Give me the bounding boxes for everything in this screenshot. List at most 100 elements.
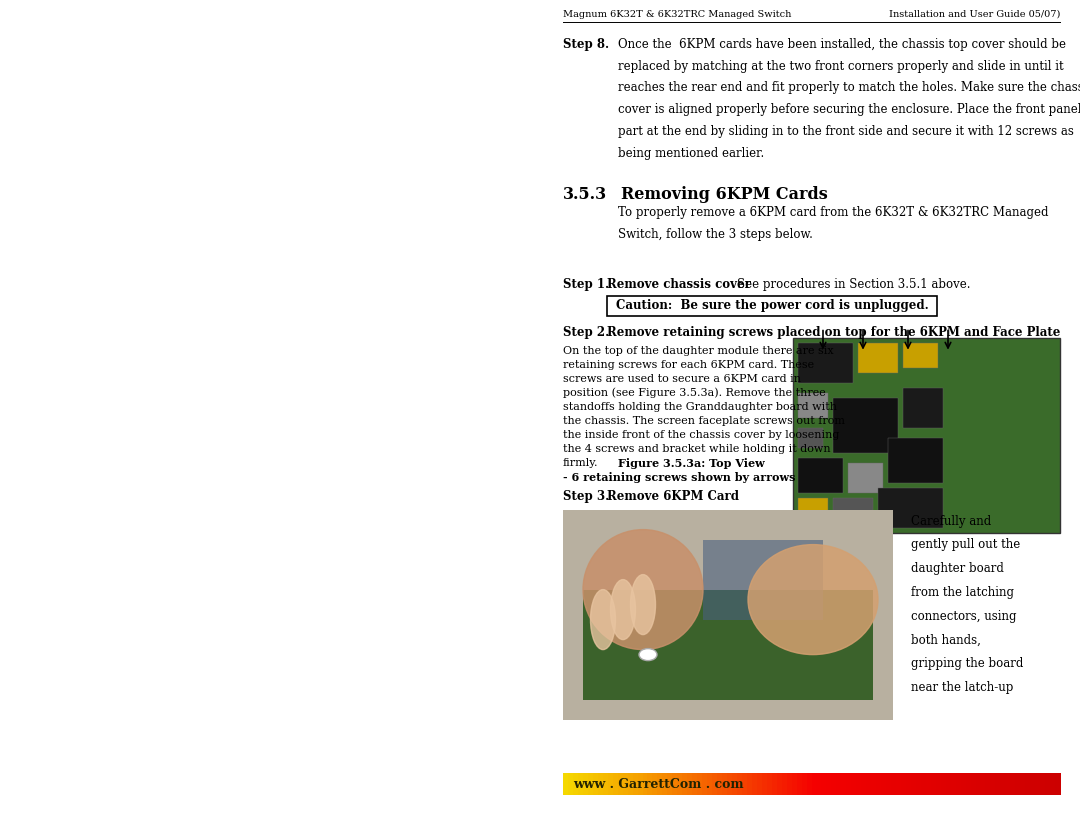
Bar — [1045, 773, 1051, 795]
Text: daughter board: daughter board — [912, 562, 1004, 575]
Bar — [935, 773, 942, 795]
Bar — [612, 773, 619, 795]
Bar — [1015, 773, 1022, 795]
Text: screws are used to secure a 6KPM card in: screws are used to secure a 6KPM card in — [563, 374, 801, 384]
Bar — [573, 773, 579, 795]
Bar — [861, 773, 867, 795]
Text: Step 8.: Step 8. — [563, 38, 609, 51]
Bar — [848, 463, 883, 493]
Text: near the latch-up: near the latch-up — [912, 681, 1013, 694]
Bar — [598, 773, 604, 795]
Bar — [687, 773, 693, 795]
Bar — [896, 773, 902, 795]
Text: Step 3.: Step 3. — [563, 490, 609, 503]
Text: Remove retaining screws placed on top for the 6KPM and Face Plate: Remove retaining screws placed on top fo… — [607, 325, 1061, 339]
Text: Figure 3.5.3a: Top View: Figure 3.5.3a: Top View — [618, 458, 765, 469]
Bar — [757, 773, 762, 795]
Bar — [563, 510, 893, 720]
Bar — [881, 773, 887, 795]
Bar — [910, 773, 917, 795]
Ellipse shape — [748, 545, 878, 655]
Text: Caution:  Be sure the power cord is unplugged.: Caution: Be sure the power cord is unplu… — [616, 299, 929, 312]
Ellipse shape — [591, 590, 616, 650]
Bar — [608, 773, 613, 795]
Bar — [888, 438, 943, 483]
Bar — [833, 398, 897, 453]
Bar — [1030, 773, 1036, 795]
Text: replaced by matching at the two front corners properly and slide in until it: replaced by matching at the two front co… — [618, 60, 1064, 73]
Bar — [1010, 773, 1016, 795]
Bar — [568, 773, 573, 795]
Bar — [703, 540, 823, 620]
Ellipse shape — [610, 580, 635, 640]
Bar — [1005, 773, 1011, 795]
Bar — [643, 773, 648, 795]
Text: gently pull out the: gently pull out the — [912, 539, 1021, 551]
Bar — [996, 773, 1001, 795]
Bar — [0, 0, 563, 834]
Bar — [841, 773, 848, 795]
Bar — [588, 773, 594, 795]
Bar — [777, 773, 783, 795]
Bar — [563, 773, 569, 795]
Bar — [946, 773, 951, 795]
Bar — [822, 773, 827, 795]
Bar — [798, 498, 828, 523]
Bar — [732, 773, 738, 795]
Bar — [683, 773, 688, 795]
Bar — [1000, 773, 1007, 795]
Bar — [798, 393, 828, 418]
Text: Carefully and: Carefully and — [912, 515, 991, 528]
Bar — [1021, 773, 1026, 795]
Bar — [941, 773, 947, 795]
Text: the chassis. The screen faceplate screws out from: the chassis. The screen faceplate screws… — [563, 415, 845, 425]
Bar — [931, 773, 936, 795]
Text: cover is aligned properly before securing the enclosure. Place the front panel: cover is aligned properly before securin… — [618, 103, 1080, 116]
Text: To properly remove a 6KPM card from the 6K32T & 6K32TRC Managed: To properly remove a 6KPM card from the … — [618, 206, 1049, 219]
Bar — [921, 773, 927, 795]
Bar — [1040, 773, 1047, 795]
Bar — [578, 773, 584, 795]
Text: retaining screws for each 6KPM card. These: retaining screws for each 6KPM card. The… — [563, 359, 814, 369]
Bar — [811, 773, 818, 795]
Bar — [1055, 773, 1061, 795]
Bar — [833, 498, 873, 525]
Bar — [807, 773, 812, 795]
Bar — [1025, 773, 1031, 795]
Bar — [767, 773, 773, 795]
Text: position (see Figure 3.5.3a). Remove the three: position (see Figure 3.5.3a). Remove the… — [563, 388, 826, 398]
Bar — [752, 773, 758, 795]
Text: part at the end by sliding in to the front side and secure it with 12 screws as: part at the end by sliding in to the fro… — [618, 125, 1074, 138]
Ellipse shape — [639, 649, 657, 661]
Bar — [906, 773, 912, 795]
Text: connectors, using: connectors, using — [912, 610, 1016, 623]
Bar — [956, 773, 961, 795]
Bar — [878, 488, 943, 528]
Bar — [652, 773, 659, 795]
Bar — [607, 295, 937, 315]
Bar — [717, 773, 723, 795]
Bar — [876, 773, 882, 795]
Ellipse shape — [631, 575, 656, 635]
Bar — [801, 773, 808, 795]
Bar — [798, 428, 823, 448]
Bar — [633, 773, 638, 795]
Bar — [583, 773, 589, 795]
Bar — [950, 773, 957, 795]
Text: - 6 retaining screws shown by arrows: - 6 retaining screws shown by arrows — [563, 471, 796, 483]
Bar — [826, 773, 833, 795]
Bar — [772, 773, 778, 795]
Text: Remove 6KPM Card: Remove 6KPM Card — [607, 490, 739, 503]
Bar — [926, 773, 932, 795]
Bar — [761, 773, 768, 795]
Bar — [816, 773, 823, 795]
Text: reaches the rear end and fit properly to match the holes. Make sure the chassis: reaches the rear end and fit properly to… — [618, 82, 1080, 94]
Bar — [593, 773, 598, 795]
Bar — [856, 773, 862, 795]
Bar — [916, 773, 922, 795]
Bar — [603, 773, 609, 795]
Bar — [836, 773, 842, 795]
Bar — [618, 773, 623, 795]
Bar — [960, 773, 967, 795]
Text: Removing 6KPM Cards: Removing 6KPM Cards — [621, 186, 827, 203]
